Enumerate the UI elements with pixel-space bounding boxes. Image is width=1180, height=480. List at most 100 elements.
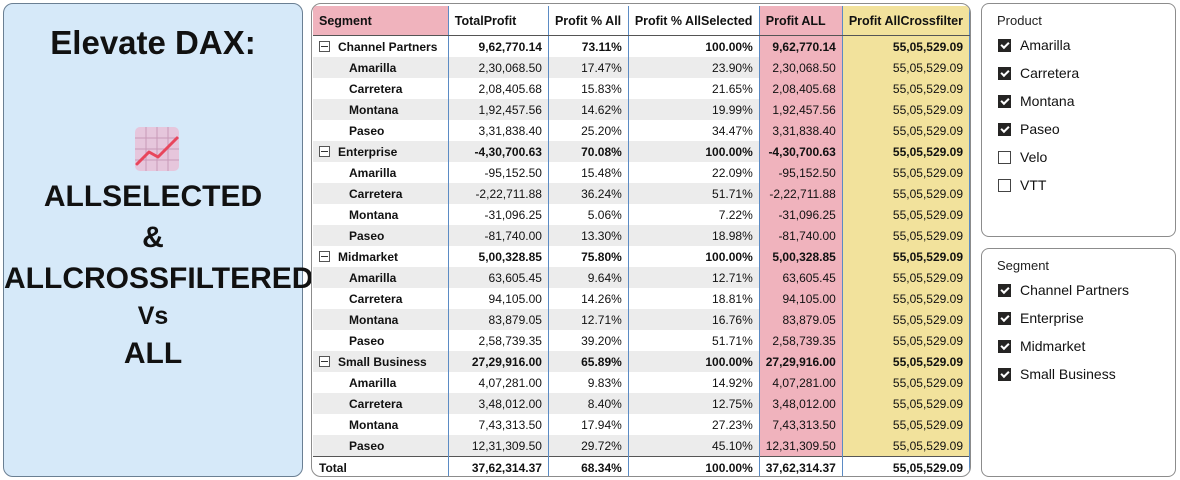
profit-all-cell: 94,105.00: [759, 288, 843, 309]
line-chart-icon: [135, 127, 179, 171]
table-row[interactable]: Montana 7,43,313.50 17.94% 27.23% 7,43,313.5…: [313, 414, 970, 435]
profit-all-cell: 83,879.05: [759, 309, 843, 330]
table-row[interactable]: Amarilla 4,07,281.00 9.83% 14.92% 4,07,281.0…: [313, 372, 970, 393]
totalprofit-cell: 63,605.45: [448, 267, 549, 288]
profit-all-cell: -81,740.00: [759, 225, 843, 246]
table-row[interactable]: Amarilla 63,605.45 9.64% 12.71% 63,605.45 55,…: [313, 267, 970, 288]
collapse-icon[interactable]: [319, 40, 330, 52]
segment-cell: Montana: [313, 99, 449, 120]
total-row: Total 37,62,314.37 68.34% 100.00% 37,62,314.…: [313, 456, 970, 476]
segment-cell: Amarilla: [313, 57, 449, 78]
segment-option[interactable]: Midmarket: [998, 332, 1175, 360]
segment-label: Montana: [349, 207, 399, 222]
product-option[interactable]: Amarilla: [998, 31, 1175, 59]
totalprofit-cell: 2,08,405.68: [448, 78, 549, 99]
col-header-totalprofit[interactable]: TotalProfit: [448, 6, 549, 36]
col-header-segment[interactable]: Segment: [313, 6, 449, 36]
profit-all-cell: 27,29,916.00: [759, 351, 843, 372]
profit-pct-allselected-cell: 22.09%: [628, 162, 760, 183]
checkbox[interactable]: [998, 178, 1011, 192]
segment-option-label: Midmarket: [1020, 338, 1086, 354]
group-row[interactable]: Small Business 27,29,916.00 65.89% 100.00% 2…: [313, 351, 970, 372]
segment-slicer-options: Channel Partners Enterprise Midmarket Small…: [982, 276, 1175, 388]
profit-pct-allselected-cell: 14.92%: [628, 372, 760, 393]
table-row[interactable]: Carretera 3,48,012.00 8.40% 12.75% 3,48,012.…: [313, 393, 970, 414]
checkbox[interactable]: [998, 94, 1011, 108]
checkbox[interactable]: [998, 66, 1011, 80]
col-header-profit-allcrossfilter[interactable]: Profit AllCrossfilter: [842, 6, 970, 36]
table-row[interactable]: Montana 1,92,457.56 14.62% 19.99% 1,92,457.5…: [313, 99, 970, 120]
col-header-profit-pct-all[interactable]: Profit % All: [548, 6, 629, 36]
profit-pct-allselected-cell: 16.76%: [628, 309, 760, 330]
profit-pct-allselected-cell: 45.10%: [628, 435, 760, 457]
checkbox[interactable]: [998, 311, 1011, 325]
product-option[interactable]: Carretera: [998, 59, 1175, 87]
group-row[interactable]: Enterprise -4,30,700.63 70.08% 100.00% -4,30…: [313, 141, 970, 162]
totalprofit-cell: 83,879.05: [448, 309, 549, 330]
col-header-profit-all[interactable]: Profit ALL: [759, 6, 843, 36]
profit-allcrossfilter-cell: 55,05,529.09: [842, 351, 970, 372]
checkbox[interactable]: [998, 38, 1011, 52]
segment-cell: Amarilla: [313, 372, 449, 393]
segment-option[interactable]: Channel Partners: [998, 276, 1175, 304]
matrix-visual[interactable]: Segment TotalProfit Profit % All Profit …: [311, 3, 971, 477]
profit-all-cell: 9,62,770.14: [759, 35, 843, 57]
profit-all-cell: 7,43,313.50: [759, 414, 843, 435]
product-option[interactable]: Paseo: [998, 115, 1175, 143]
profit-allcrossfilter-cell: 55,05,529.09: [842, 435, 970, 457]
table-row[interactable]: Carretera 94,105.00 14.26% 18.81% 94,105.00 5…: [313, 288, 970, 309]
segment-slicer-title: Segment: [997, 258, 1050, 273]
profit-pct-all-cell: 70.08%: [548, 141, 629, 162]
totalprofit-cell: -2,22,711.88: [448, 183, 549, 204]
product-option[interactable]: Montana: [998, 87, 1175, 115]
card-title: Elevate DAX:: [50, 24, 256, 61]
profit-pct-all-cell: 25.20%: [548, 120, 629, 141]
profit-pct-all-cell: 36.24%: [548, 183, 629, 204]
table-row[interactable]: Carretera 2,08,405.68 15.83% 21.65% 2,08,405…: [313, 78, 970, 99]
product-option[interactable]: VTT: [998, 171, 1175, 199]
table-row[interactable]: Carretera -2,22,711.88 36.24% 51.71% -2,22,7…: [313, 183, 970, 204]
segment-option-label: Small Business: [1020, 366, 1116, 382]
card-line-ampersand: &: [142, 221, 164, 254]
table-row[interactable]: Paseo 3,31,838.40 25.20% 34.47% 3,31,838.40 5…: [313, 120, 970, 141]
collapse-icon[interactable]: [319, 145, 330, 157]
collapse-icon[interactable]: [319, 250, 330, 262]
collapse-icon[interactable]: [319, 355, 330, 367]
table-row[interactable]: Amarilla -95,152.50 15.48% 22.09% -95,152.50…: [313, 162, 970, 183]
segment-option[interactable]: Enterprise: [998, 304, 1175, 332]
profit-pct-all-cell: 8.40%: [548, 393, 629, 414]
checkbox[interactable]: [998, 339, 1011, 353]
profit-allcrossfilter-cell: 55,05,529.09: [842, 141, 970, 162]
checkbox[interactable]: [998, 150, 1011, 164]
profit-pct-allselected-cell: 100.00%: [628, 141, 760, 162]
segment-option[interactable]: Small Business: [998, 360, 1175, 388]
segment-label: Paseo: [349, 228, 385, 243]
total-profit-pct-all-cell: 68.34%: [548, 456, 629, 476]
col-header-profit-pct-allselected[interactable]: Profit % AllSelected: [628, 6, 760, 36]
profit-pct-allselected-cell: 18.98%: [628, 225, 760, 246]
group-row[interactable]: Midmarket 5,00,328.85 75.80% 100.00% 5,00,32…: [313, 246, 970, 267]
profit-pct-allselected-cell: 18.81%: [628, 288, 760, 309]
segment-cell: Paseo: [313, 330, 449, 351]
segment-label: Paseo: [349, 333, 385, 348]
matrix-body: Channel Partners 9,62,770.14 73.11% 100.00%…: [313, 35, 970, 476]
table-row[interactable]: Amarilla 2,30,068.50 17.47% 23.90% 2,30,068.…: [313, 57, 970, 78]
card-line-allcrossfiltered: ALLCROSSFILTERED: [4, 262, 314, 295]
table-row[interactable]: Paseo -81,740.00 13.30% 18.98% -81,740.00 55,…: [313, 225, 970, 246]
profit-pct-allselected-cell: 12.75%: [628, 393, 760, 414]
table-row[interactable]: Montana 83,879.05 12.71% 16.76% 83,879.05 55,…: [313, 309, 970, 330]
table-row[interactable]: Montana -31,096.25 5.06% 7.22% -31,096.25 55,…: [313, 204, 970, 225]
table-row[interactable]: Paseo 12,31,309.50 29.72% 45.10% 12,31,309.5…: [313, 435, 970, 457]
checkbox[interactable]: [998, 367, 1011, 381]
segment-label: Enterprise: [338, 144, 398, 159]
checkbox[interactable]: [998, 122, 1011, 136]
totalprofit-cell: 4,07,281.00: [448, 372, 549, 393]
segment-label: Carretera: [349, 186, 403, 201]
group-row[interactable]: Channel Partners 9,62,770.14 73.11% 100.00%…: [313, 35, 970, 57]
profit-allcrossfilter-cell: 55,05,529.09: [842, 414, 970, 435]
checkbox[interactable]: [998, 283, 1011, 297]
segment-cell: Paseo: [313, 225, 449, 246]
table-row[interactable]: Paseo 2,58,739.35 39.20% 51.71% 2,58,739.35 5…: [313, 330, 970, 351]
product-option[interactable]: Velo: [998, 143, 1175, 171]
totalprofit-cell: 94,105.00: [448, 288, 549, 309]
